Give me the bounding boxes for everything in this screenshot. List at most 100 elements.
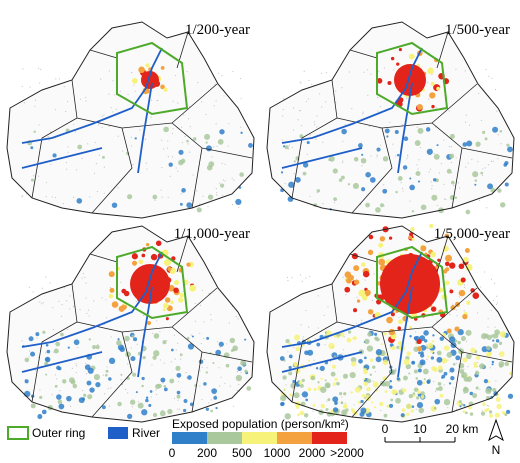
settlement-dot — [208, 402, 210, 404]
exposure-patch — [88, 338, 92, 341]
settlement-dot — [377, 110, 379, 112]
exposure-patch — [336, 336, 340, 339]
settlement-dot — [415, 331, 417, 333]
settlement-dot — [231, 203, 234, 206]
settlement-dot — [217, 341, 219, 343]
settlement-dot — [463, 284, 465, 286]
exposure-patch — [353, 308, 358, 313]
settlement-dot — [87, 143, 89, 145]
settlement-dot — [314, 124, 316, 126]
settlement-dot — [63, 287, 65, 289]
settlement-dot — [216, 145, 218, 147]
exposure-patch — [435, 387, 439, 391]
exposure-patch — [39, 395, 43, 400]
settlement-dot — [45, 196, 47, 198]
exposure-patch — [95, 382, 101, 388]
settlement-dot — [487, 326, 489, 328]
exposure-patch — [390, 369, 396, 375]
exposure-patch — [354, 386, 361, 393]
region-fill — [7, 22, 254, 218]
exposure-patch — [117, 401, 122, 407]
settlement-dot — [28, 356, 30, 358]
settlement-dot — [185, 371, 187, 374]
exposure-patch — [403, 375, 408, 381]
exposure-patch — [30, 178, 34, 182]
exposure-patch — [301, 391, 309, 398]
exposure-patch — [297, 413, 300, 417]
exposure-patch — [361, 153, 364, 156]
settlement-dot — [39, 82, 41, 84]
exposure-patch — [443, 371, 448, 376]
settlement-dot — [450, 162, 453, 164]
exposure-patch — [431, 104, 435, 109]
exposure-patch — [205, 145, 212, 152]
exposure-patch — [507, 393, 514, 399]
exposure-patch — [53, 348, 59, 354]
exposure-patch — [364, 289, 371, 296]
exposure-patch — [474, 183, 477, 186]
settlement-dot — [420, 146, 422, 149]
settlement-dot — [112, 80, 114, 82]
settlement-dot — [171, 156, 174, 158]
exposure-patch — [425, 127, 431, 132]
exposure-patch — [372, 365, 376, 369]
exposure-patch — [367, 249, 374, 256]
exposure-patch — [180, 158, 186, 164]
exposure-patch — [198, 359, 204, 364]
settlement-dot — [54, 374, 57, 376]
settlement-dot — [300, 324, 302, 326]
exposure-patch — [350, 408, 355, 412]
exposure-patch — [458, 263, 465, 270]
scale-label: 20 km — [446, 422, 479, 436]
exposure-patch — [411, 237, 415, 241]
exposure-patch — [417, 180, 421, 183]
settlement-dot — [173, 397, 176, 400]
settlement-dot — [108, 405, 111, 407]
settlement-dot — [171, 132, 174, 135]
exposure-patch — [430, 306, 437, 312]
exposure-patch — [220, 183, 225, 188]
exposure-patch — [130, 356, 136, 362]
exposure-patch — [391, 345, 396, 350]
settlement-dot — [21, 340, 23, 342]
exposure-patch — [152, 355, 157, 360]
exposure-patch — [464, 248, 470, 253]
exposure-patch — [191, 335, 194, 338]
exposure-patch — [152, 194, 158, 200]
exposure-patch — [327, 398, 331, 402]
settlement-dot — [487, 318, 489, 320]
settlement-dot — [29, 86, 31, 88]
exposure-patch — [412, 392, 416, 395]
settlement-dot — [210, 319, 212, 321]
settlement-dot — [22, 68, 24, 70]
exposure-patch — [423, 339, 428, 343]
settlement-dot — [444, 198, 446, 200]
settlement-dot — [457, 182, 459, 184]
exposure-patch — [389, 379, 392, 383]
map-panel: 1/1,000-year — [6, 225, 255, 423]
exposure-patch — [345, 408, 349, 412]
exposure-patch — [332, 396, 339, 403]
settlement-dot — [45, 352, 47, 354]
settlement-dot — [71, 367, 73, 370]
exposure-patch — [169, 378, 175, 384]
exposure-patch — [363, 377, 366, 381]
settlement-dot — [219, 346, 221, 348]
exposure-patch — [430, 350, 434, 354]
settlement-dot — [85, 100, 87, 102]
settlement-dot — [59, 390, 61, 392]
exposure-patch — [176, 372, 182, 378]
exposure-patch — [427, 355, 430, 358]
settlement-dot — [110, 336, 112, 338]
exposure-patch — [449, 153, 455, 159]
exposure-patch — [160, 66, 165, 70]
settlement-dot — [490, 160, 493, 162]
exposure-patch — [279, 356, 285, 361]
exposure-patch — [87, 394, 93, 400]
exposure-patch — [288, 365, 292, 370]
settlement-dot — [487, 164, 490, 166]
exposure-patch — [334, 377, 338, 382]
settlement-dot — [459, 187, 461, 189]
exposure-patch — [152, 412, 158, 418]
settlement-dot — [217, 72, 220, 74]
